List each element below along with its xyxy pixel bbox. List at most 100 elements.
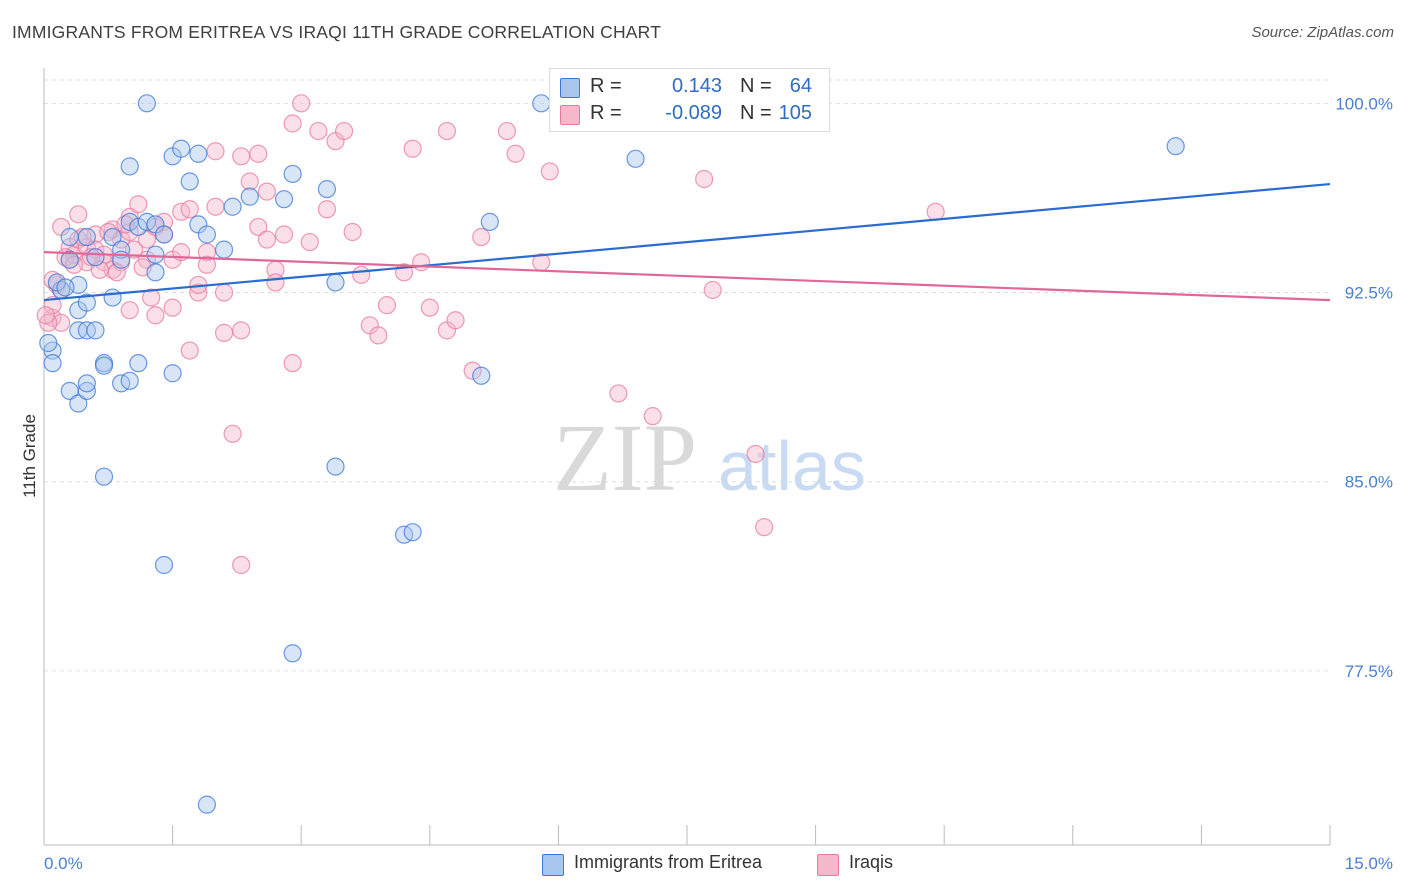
y-tick-label: 100.0% (1335, 94, 1393, 113)
eritrea-point (94, 356, 114, 375)
eritrea-point (129, 354, 148, 373)
iraqis-point (317, 200, 337, 219)
gridlines (44, 79, 1330, 672)
eritrea-point (56, 278, 75, 297)
iraqis-point (69, 205, 88, 224)
iraqis-point (249, 144, 268, 163)
iraqis-point (146, 306, 165, 325)
iraqis-point (197, 255, 216, 274)
iraqis-point (643, 407, 662, 426)
iraqis-point (283, 114, 302, 133)
iraqis-point (232, 147, 251, 166)
iraqis-point (214, 323, 234, 342)
iraqis-trend-line (43, 251, 1331, 302)
eritrea-point (197, 225, 216, 244)
iraqis-point (343, 222, 362, 242)
eritrea-point (154, 555, 174, 575)
iraqis-point (292, 94, 311, 113)
eritrea-point (60, 250, 79, 269)
bottom-legend-swatch-pink (817, 854, 839, 876)
x-tick-labels: 0.0% 15.0% (44, 854, 1393, 873)
iraqis-point (300, 232, 319, 252)
eritrea-point (180, 172, 199, 191)
eritrea-point (60, 227, 79, 247)
legend-swatch-blue (560, 78, 580, 98)
eritrea-point (137, 94, 156, 113)
iraqis-point (180, 200, 199, 219)
x-ticks (172, 825, 1331, 845)
eritrea-point (626, 149, 645, 168)
eritrea-point (274, 190, 294, 209)
iraqis-point (334, 121, 354, 141)
y-tick-labels: 100.0% 92.5% 85.0% 77.5% (1335, 94, 1393, 681)
eritrea-point (172, 139, 191, 158)
eritrea-point (189, 144, 208, 163)
legend-r-label: R = (590, 75, 622, 97)
watermark-atlas: atlas (718, 427, 866, 505)
iraqis-point (746, 444, 765, 464)
eritrea-trend-line (43, 182, 1331, 302)
eritrea-point (77, 227, 96, 247)
legend-r-value: -0.089 (665, 102, 722, 124)
iraqis-point (420, 298, 439, 317)
legend-n-label: N = (740, 75, 772, 97)
watermark: ZIP atlas (553, 404, 866, 511)
eritrea-point (317, 179, 337, 199)
iraqis-point (266, 273, 285, 292)
iraqis-point (506, 144, 525, 163)
eritrea-point (146, 245, 165, 264)
legend-n-label: N = (740, 102, 772, 124)
eritrea-point (39, 333, 58, 353)
chart-title: IMMIGRANTS FROM ERITREA VS IRAQI 11TH GR… (12, 22, 662, 42)
eritrea-point (103, 227, 122, 247)
eritrea-point (86, 248, 105, 267)
x-tick-label: 15.0% (1345, 854, 1393, 873)
iraqis-point (142, 288, 161, 307)
eritrea-point (223, 197, 242, 216)
iraqis-point (223, 424, 242, 443)
iraqis-point (120, 301, 139, 320)
legend-n-value: 105 (778, 102, 812, 124)
iraqis-point (163, 298, 182, 317)
iraqis-point (926, 202, 945, 221)
iraqis-point (232, 555, 251, 575)
iraqis-point (755, 518, 774, 537)
iraqis-point (446, 311, 465, 330)
iraqis-point (703, 280, 722, 300)
iraqis-point (189, 283, 208, 302)
y-axis-label: 11th Grade (20, 414, 39, 498)
iraqis-point (180, 341, 199, 360)
eritrea-point (94, 467, 114, 486)
iraqis-point (540, 162, 559, 181)
eritrea-point (283, 644, 302, 663)
iraqis-point (377, 296, 397, 315)
iraqis-point (206, 142, 225, 161)
iraqis-point (437, 121, 457, 141)
eritrea-point (77, 374, 96, 393)
iraqis-point (52, 313, 71, 332)
series-iraqis (36, 94, 945, 575)
iraqis-point (463, 361, 482, 380)
iraqis-point (137, 230, 156, 249)
iraqis-point (232, 321, 251, 340)
eritrea-point (163, 364, 182, 383)
y-tick-label: 85.0% (1345, 473, 1393, 492)
iraqis-point (472, 227, 491, 247)
iraqis-point (73, 227, 92, 247)
x-tick-label: 0.0% (44, 854, 83, 873)
iraqis-point (214, 283, 234, 302)
iraqis-point (309, 121, 328, 141)
eritrea-point (86, 321, 105, 340)
eritrea-point (146, 263, 165, 282)
correlation-legend: R = 0.143 N = 64 R = -0.089 N = 105 (549, 68, 830, 132)
iraqis-point (257, 230, 277, 249)
eritrea-point (1166, 137, 1185, 156)
eritrea-point (103, 288, 122, 307)
iraqis-point (403, 139, 422, 158)
eritrea-point (47, 273, 66, 292)
iraqis-point (352, 265, 371, 284)
iraqis-point (412, 253, 431, 272)
iraqis-point (695, 169, 714, 189)
eritrea-point (532, 94, 551, 113)
eritrea-point (69, 394, 88, 413)
